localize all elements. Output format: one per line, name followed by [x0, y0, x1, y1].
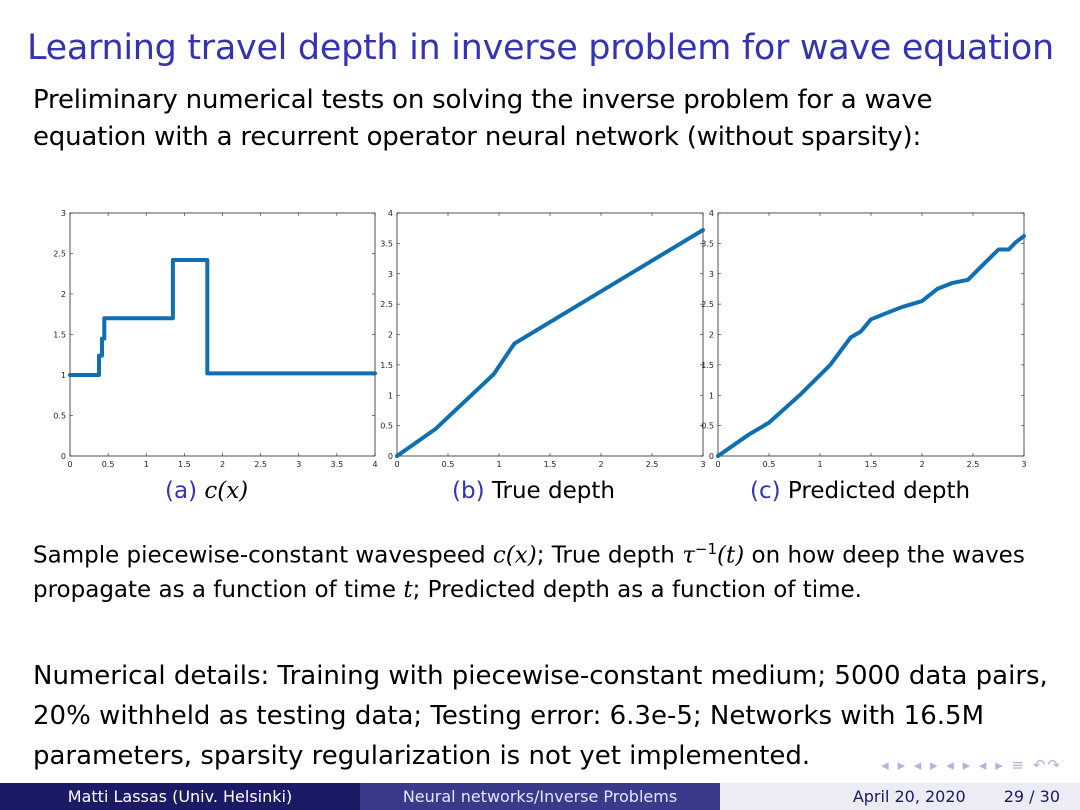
caption-text: True depth [491, 478, 615, 504]
chart-true-depth: 0 0.5 1 1.5 2 2.5 3 0 0.5 1 1.5 2 2.5 3 3.5 4 [380, 209, 705, 469]
y-tick-label: 3 [388, 270, 393, 279]
y-tick-label: 1.5 [380, 361, 393, 370]
y-tick-label: 2.5 [53, 250, 66, 259]
caption-b: (b) True depth [452, 478, 615, 504]
footer: Matti Lassas (Univ. Helsinki) Neural net… [0, 783, 1080, 810]
x-tick-label: 2.5 [254, 460, 267, 469]
series-line [395, 228, 705, 458]
y-tick-label: 3 [709, 270, 714, 279]
x-tick-label: 2 [598, 460, 603, 469]
x-tick-label: 1.5 [178, 460, 191, 469]
footer-author: Matti Lassas (Univ. Helsinki) [0, 783, 360, 810]
footer-date: April 20, 2020 [852, 787, 966, 806]
x-tick-label: 0.5 [102, 460, 115, 469]
y-tick-label: 3.5 [701, 239, 714, 248]
caption-c: (c) Predicted depth [750, 478, 970, 504]
footer-page-number: 29 / 30 [1003, 787, 1060, 806]
desc-math-sup: −1 [694, 540, 718, 558]
intro-text: Preliminary numerical tests on solving t… [33, 85, 933, 152]
x-tick-label: 0 [67, 460, 72, 469]
x-tick-label: 3 [1021, 460, 1026, 469]
desc-part: ; Predicted depth as a function of time. [412, 576, 862, 603]
desc-math-tau: τ [682, 542, 695, 569]
y-tick-label: 3.5 [380, 239, 393, 248]
desc-math-time: t [403, 576, 413, 603]
y-tick-label: 2 [709, 331, 714, 340]
caption-label: (a) [165, 478, 198, 504]
charts-row: 0 0.5 1 1.5 2 2.5 3 3.5 4 0 0.5 1 1.5 2 2.5 3 0 0.5 1 1.5 2… [0, 200, 1080, 510]
y-tick-label: 1 [61, 371, 66, 380]
x-tick-label: 0.5 [763, 460, 776, 469]
chart-predicted-depth: 0 0.5 1 1.5 2 2.5 300.511.522.533.54 [701, 209, 1026, 469]
plot-frame [717, 212, 1025, 457]
x-tick-label: 3 [700, 460, 705, 469]
plot-frame [69, 212, 376, 457]
y-tick-label: 2.5 [380, 300, 393, 309]
x-tick-label: 0 [715, 460, 720, 469]
y-tick-label: 0 [388, 452, 393, 461]
footer-date-page: April 20, 2020 29 / 30 [720, 783, 1080, 810]
x-tick-label: 0 [394, 460, 399, 469]
y-tick-label: 4 [709, 209, 714, 218]
caption-text: c(x) [204, 478, 249, 504]
desc-part: on how deep the waves propagate as a fun… [33, 542, 1025, 603]
x-tick-label: 1.5 [865, 460, 878, 469]
x-tick-label: 0.5 [442, 460, 455, 469]
series-line [716, 234, 1026, 458]
x-tick-label: 2.5 [646, 460, 659, 469]
slide-title: Learning travel depth in inverse problem… [27, 28, 1054, 68]
y-tick-label: 0 [709, 452, 714, 461]
caption-label: (c) [750, 478, 781, 504]
desc-part: Sample piecewise-constant wavespeed [33, 542, 493, 569]
x-tick-label: 2 [919, 460, 924, 469]
y-tick-label: 1 [388, 391, 393, 400]
x-tick-label: 2 [220, 460, 225, 469]
y-tick-label: 4 [388, 209, 393, 218]
caption-text: Predicted depth [787, 478, 971, 504]
x-tick-label: 4 [372, 460, 377, 469]
y-tick-label: 2 [388, 331, 393, 340]
y-tick-label: 0 [61, 452, 66, 461]
numerical-details: Numerical details: Training with piecewi… [33, 661, 1048, 771]
y-tick-label: 0.5 [53, 412, 66, 421]
x-tick-label: 1 [144, 460, 149, 469]
caption-a: (a) c(x) [165, 478, 248, 504]
x-tick-label: 3 [296, 460, 301, 469]
desc-math-c: c(x) [492, 542, 537, 569]
y-tick-label: 1 [709, 391, 714, 400]
series-line [68, 258, 377, 377]
y-tick-label: 0.5 [380, 422, 393, 431]
y-tick-label: 2.5 [701, 300, 714, 309]
x-tick-label: 1 [817, 460, 822, 469]
x-tick-label: 1 [496, 460, 501, 469]
footer-talk-title: Neural networks/Inverse Problems [360, 783, 720, 810]
beamer-navigation-icons[interactable]: ◂ ▸ ◂ ▸ ◂ ▸ ◂ ▸ ≡ ↶↷ [881, 756, 1062, 774]
y-tick-label: 2 [61, 290, 66, 299]
x-tick-label: 1.5 [544, 460, 557, 469]
y-tick-label: 3 [61, 209, 66, 218]
y-tick-label: 1.5 [53, 331, 66, 340]
desc-math-t: (t) [717, 542, 745, 569]
y-tick-label: 1.5 [701, 361, 714, 370]
caption-label: (b) [452, 478, 485, 504]
x-tick-label: 3.5 [331, 460, 344, 469]
chart-wavespeed: 0 0.5 1 1.5 2 2.5 3 3.5 4 0 0.5 1 1.5 2 2.5 3 [53, 209, 377, 469]
desc-part: ; True depth [536, 542, 683, 569]
description-text: Sample piecewise-constant wavespeed c(x)… [33, 532, 1053, 607]
y-tick-label: 0.5 [701, 422, 714, 431]
x-tick-label: 2.5 [967, 460, 980, 469]
